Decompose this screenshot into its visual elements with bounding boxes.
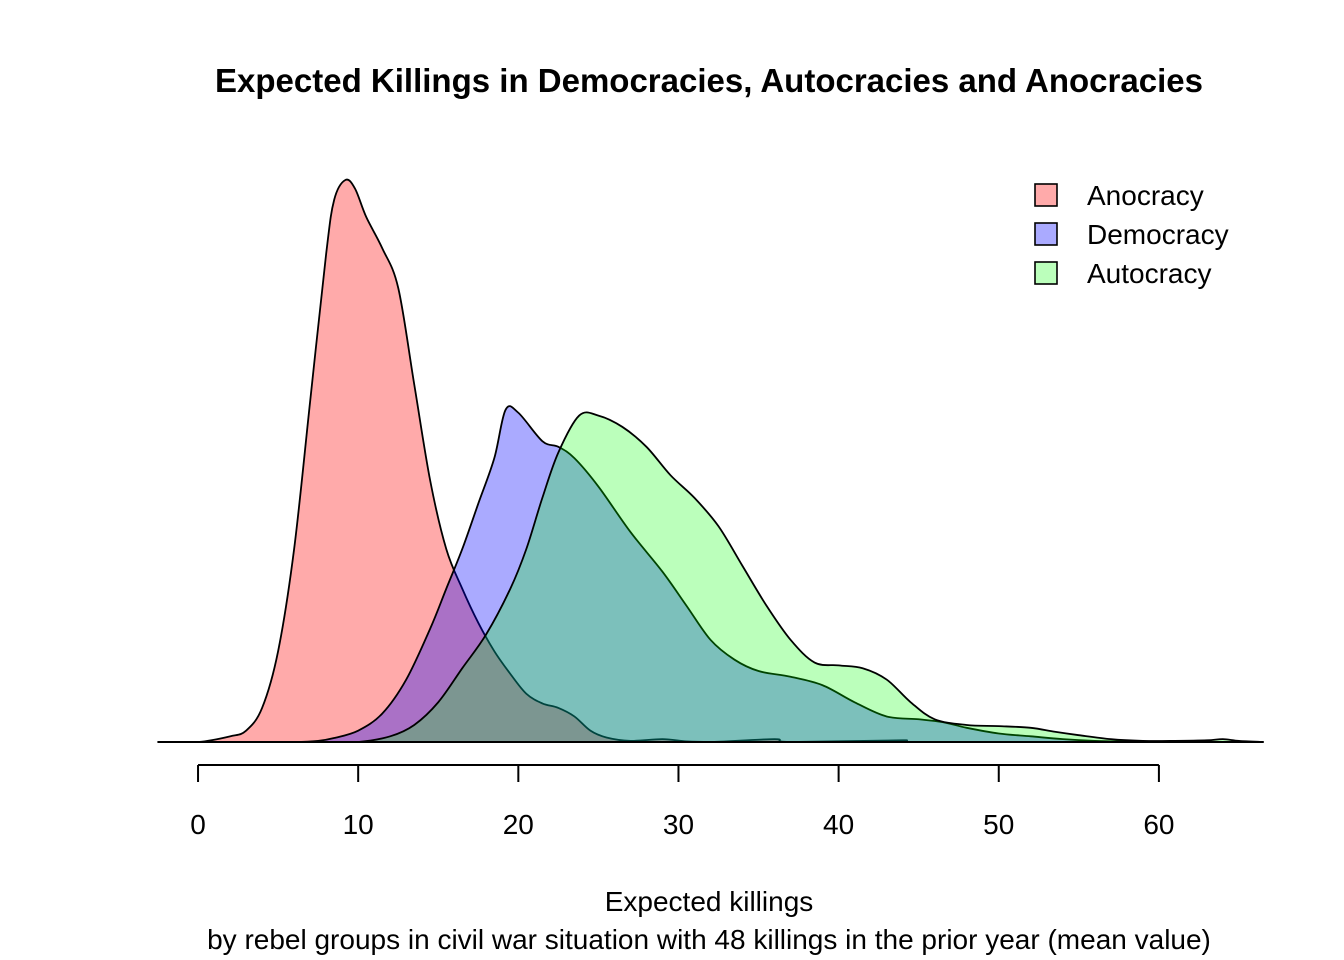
legend-swatch-anocracy bbox=[1034, 183, 1058, 207]
x-tick-label: 10 bbox=[343, 809, 374, 840]
legend-swatch-democracy bbox=[1034, 222, 1058, 246]
legend-swatch-autocracy bbox=[1034, 261, 1058, 285]
legend: Anocracy Democracy Autocracy bbox=[1034, 180, 1229, 289]
x-tick-label: 40 bbox=[823, 809, 854, 840]
x-axis-label: Expected killings bbox=[605, 886, 814, 917]
density-area-democracy bbox=[253, 405, 1264, 743]
density-area-autocracy bbox=[325, 411, 1264, 743]
x-tick-label: 20 bbox=[503, 809, 534, 840]
x-tick-label: 0 bbox=[190, 809, 206, 840]
legend-label-democracy: Democracy bbox=[1087, 219, 1229, 250]
x-axis: 0 10 20 30 40 50 60 bbox=[190, 764, 1174, 840]
x-tick-label: 30 bbox=[663, 809, 694, 840]
legend-label-autocracy: Autocracy bbox=[1087, 258, 1212, 289]
density-area-anocracy bbox=[157, 178, 1264, 743]
legend-label-anocracy: Anocracy bbox=[1087, 180, 1204, 211]
x-tick-label: 50 bbox=[983, 809, 1014, 840]
chart-title: Expected Killings in Democracies, Autocr… bbox=[215, 62, 1203, 99]
x-tick-label: 60 bbox=[1143, 809, 1174, 840]
density-series bbox=[157, 178, 1264, 743]
x-axis-label-line2: by rebel groups in civil war situation w… bbox=[207, 924, 1211, 955]
